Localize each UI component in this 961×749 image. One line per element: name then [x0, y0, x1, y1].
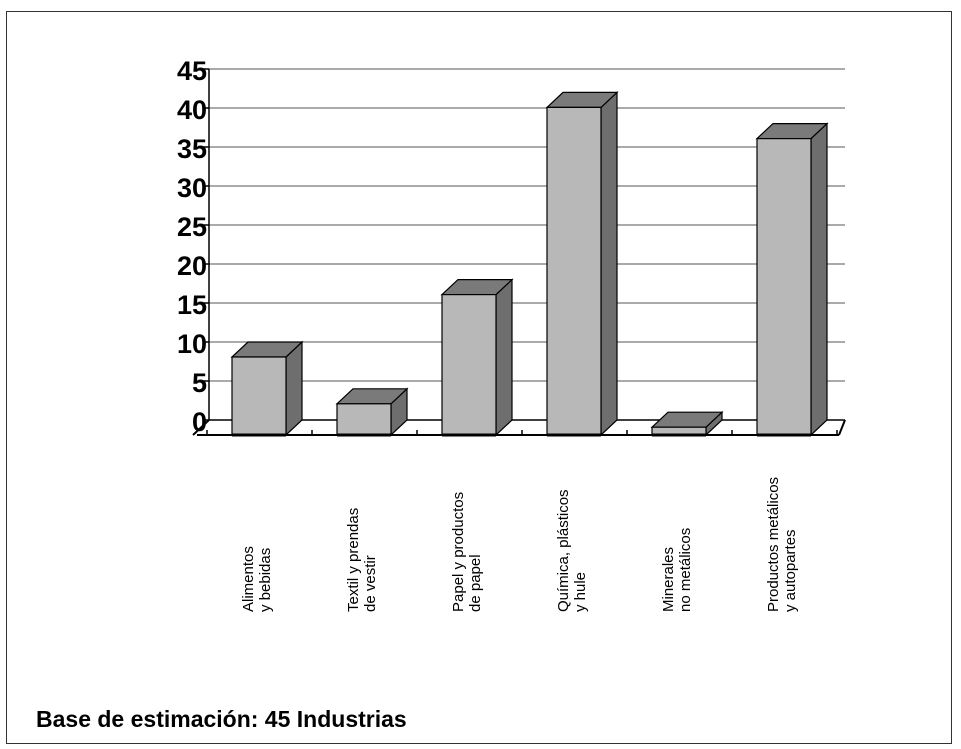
- category-label-line: y bebidas: [257, 548, 274, 612]
- category-label-line: Papel y productos: [450, 492, 467, 612]
- gridlines: [209, 68, 845, 382]
- bar-side-face: [495, 278, 513, 437]
- category-label: Textil y prendas de vestir: [345, 508, 379, 612]
- bar-side-face: [810, 122, 828, 437]
- y-tick-label: 45: [177, 56, 207, 86]
- category-label-line: de papel: [467, 554, 484, 612]
- bar: [230, 340, 304, 437]
- category-label-line: y hule: [572, 572, 589, 612]
- bar-front-face: [756, 138, 812, 436]
- bar: [545, 91, 619, 437]
- axes: [192, 68, 846, 436]
- category-label-line: de vestir: [362, 555, 379, 612]
- category-label-line: Alimentos: [240, 546, 257, 612]
- category-label-line: Textil y prendas: [345, 508, 362, 612]
- bars: [230, 91, 829, 437]
- category-label: Química, plásticos y hule: [555, 489, 589, 612]
- floor-left-edge: [192, 419, 210, 436]
- bar: [440, 278, 514, 437]
- bar: [650, 410, 724, 437]
- category-label-line: Minerales: [660, 547, 677, 612]
- bar-front-face: [231, 356, 287, 436]
- footnote: Base de estimación: 45 Industrias: [36, 706, 407, 732]
- y-tick-label: 20: [177, 251, 207, 281]
- category-label-line: no metálicos: [677, 528, 694, 612]
- y-tick-label: 15: [177, 290, 207, 320]
- y-tick-label: 35: [177, 134, 207, 164]
- category-label-line: Química, plásticos: [555, 489, 572, 612]
- y-tick-label: 0: [192, 407, 207, 437]
- category-labels: Alimentos y bebidas Textil y prendas de ves…: [240, 477, 799, 612]
- y-tick-label: 25: [177, 212, 207, 242]
- bar: [755, 122, 829, 437]
- bar-front-face: [441, 294, 497, 436]
- floor-right-edge: [838, 419, 846, 436]
- category-label: Minerales no metálicos: [660, 528, 694, 612]
- category-label: Papel y productos de papel: [450, 492, 484, 612]
- bar: [335, 387, 409, 437]
- category-label-line: y autopartes: [782, 529, 799, 612]
- bar-side-face: [600, 91, 618, 437]
- bar-side-face: [285, 340, 303, 437]
- y-tick-label: 40: [177, 95, 207, 125]
- y-tick-label: 5: [192, 368, 207, 398]
- y-tick-label: 30: [177, 173, 207, 203]
- y-tick-labels: 0 5 10 15 20 25 30 35 40 45: [177, 56, 207, 437]
- bar-front-face: [336, 403, 392, 436]
- category-label: Alimentos y bebidas: [240, 546, 274, 612]
- y-tick-label: 10: [177, 329, 207, 359]
- category-label: Productos metálicos y autopartes: [765, 477, 799, 612]
- bar-front-face: [546, 106, 602, 436]
- category-label-line: Productos metálicos: [765, 477, 782, 612]
